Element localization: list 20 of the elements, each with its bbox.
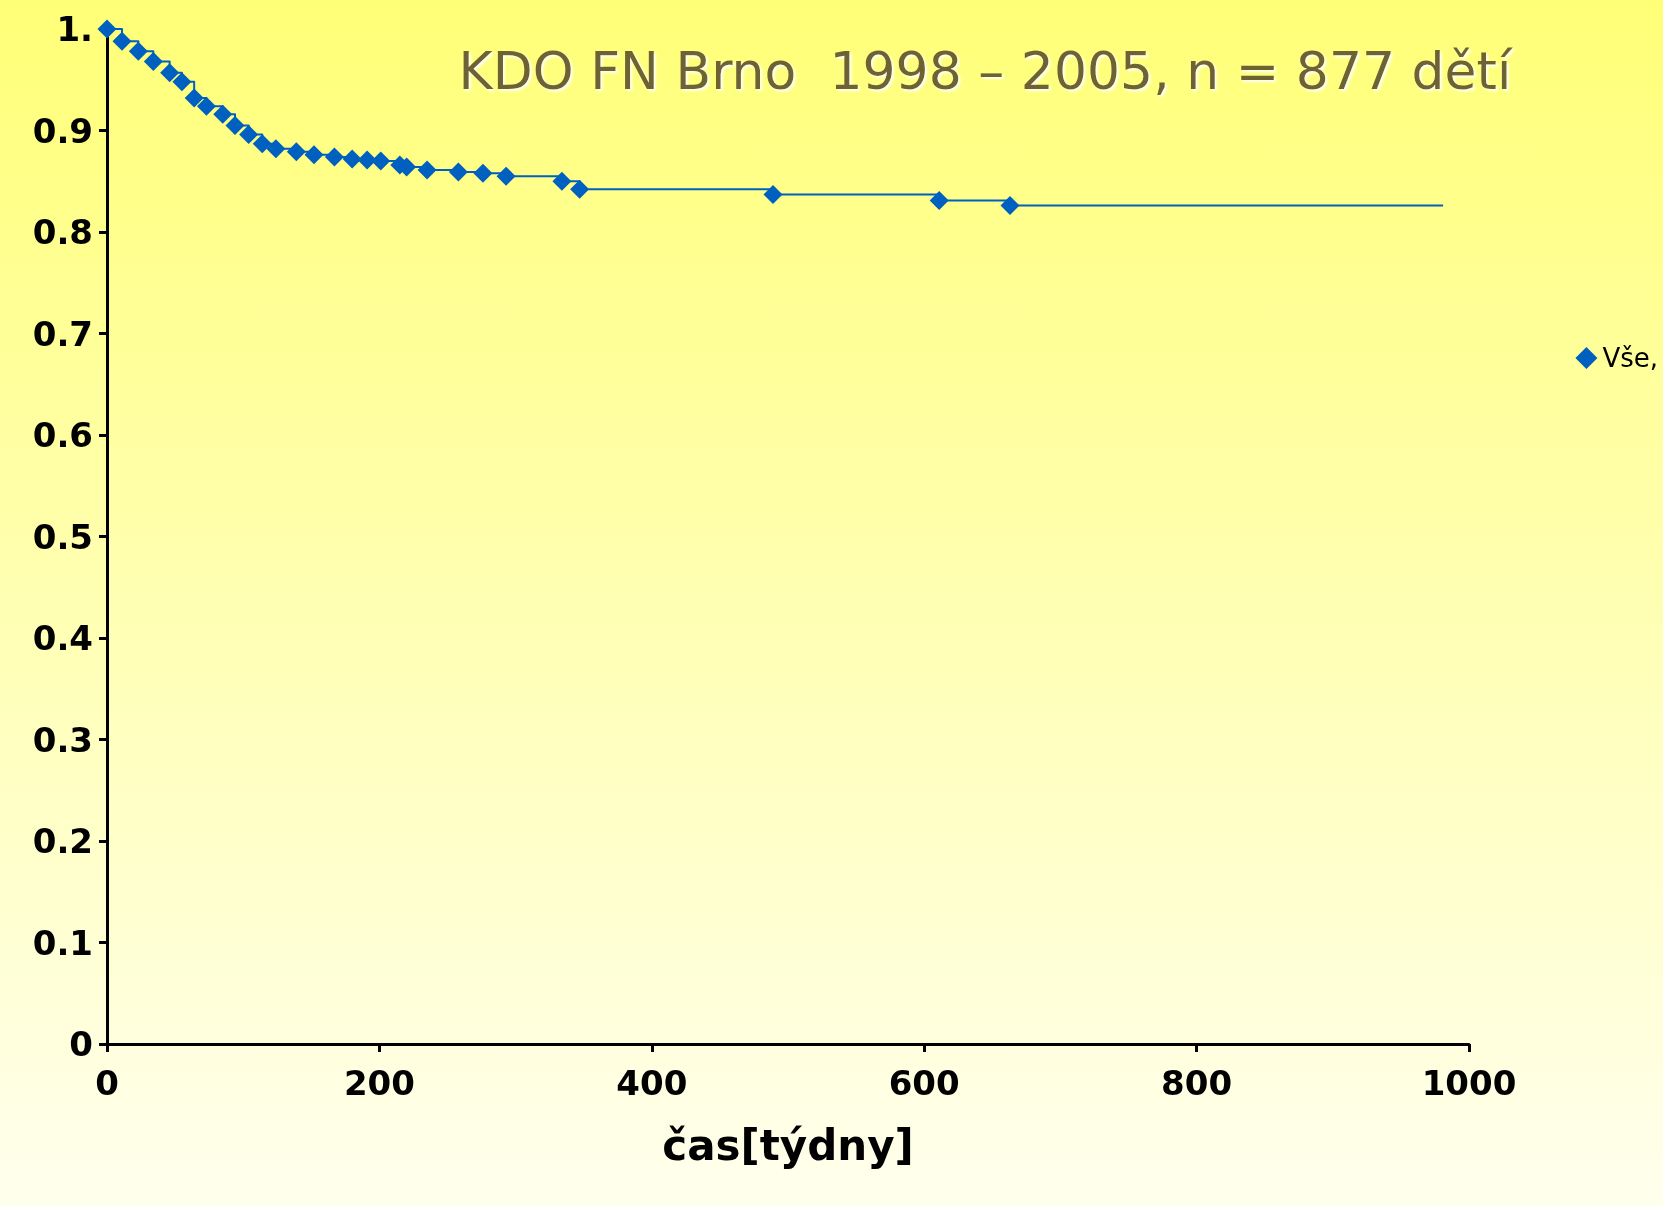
y-tick-label: 0.2 [32, 821, 93, 861]
y-tick-label: 0.9 [32, 110, 93, 151]
x-tick-label: 200 [343, 1063, 415, 1103]
y-tick-label: 0 [69, 1024, 93, 1064]
y-tick-label: 0.7 [32, 313, 93, 354]
y-tick-label: 1. [56, 9, 93, 49]
x-tick-label: 400 [616, 1063, 688, 1103]
y-tick-label: 0.8 [32, 212, 93, 252]
y-tick-label: 0.4 [32, 618, 93, 658]
chart-title: KDO FN Brno 1998 – 2005, n = 877 dětí [458, 41, 1513, 101]
x-tick-label: 0 [95, 1063, 119, 1103]
x-tick-label: 1000 [1421, 1063, 1517, 1103]
y-tick-label: 0.3 [32, 719, 93, 760]
legend-label: Vše, [1602, 343, 1658, 373]
x-tick-label: 800 [1161, 1063, 1233, 1103]
y-tick-label: 0.5 [32, 516, 93, 557]
y-tick-label: 0.1 [32, 922, 93, 963]
y-tick-label: 0.6 [32, 415, 93, 455]
x-axis-title: čas[týdny] [662, 1120, 914, 1170]
x-tick-label: 600 [888, 1063, 960, 1103]
